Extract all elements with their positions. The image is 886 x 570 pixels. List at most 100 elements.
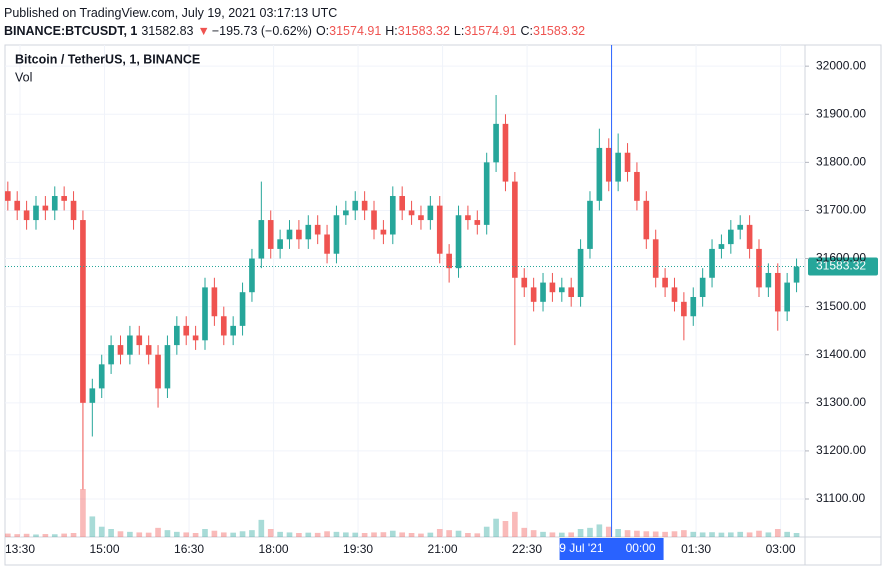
candle-body <box>192 335 199 341</box>
volume-bar <box>258 519 265 537</box>
volume-bar <box>568 532 575 537</box>
volume-bar <box>587 527 593 537</box>
candle-body <box>681 301 687 317</box>
candle-body <box>14 200 21 211</box>
candle-body <box>728 229 734 245</box>
y-tick-label: 32000.00 <box>816 58 866 72</box>
volume-bar <box>793 533 800 537</box>
candle-body <box>249 258 255 293</box>
last: 31582.83 <box>141 24 194 38</box>
ohlc-value: 31583.32 <box>397 24 450 38</box>
candle-body <box>136 335 143 346</box>
candle-body <box>737 224 744 230</box>
y-tick-label: 31500.00 <box>816 299 866 313</box>
candle-body <box>183 325 190 336</box>
candle-body <box>80 220 86 403</box>
candle-body <box>267 220 274 249</box>
volume-bar <box>230 532 236 537</box>
candle-body <box>98 364 105 389</box>
crosshair-box <box>559 538 664 560</box>
candle-body <box>155 354 161 389</box>
candle-body <box>512 181 518 278</box>
candle-body <box>624 152 631 172</box>
candle-body <box>61 196 67 201</box>
volume-bar <box>145 532 152 537</box>
candle-body <box>296 229 302 240</box>
candle-body <box>380 229 387 235</box>
volume-bar <box>183 532 190 537</box>
volume-bar <box>737 531 744 537</box>
candle-body <box>671 287 678 302</box>
candle-body <box>389 196 396 235</box>
candle-body <box>418 215 424 221</box>
x-tick-label: 15:00 <box>90 542 120 556</box>
candle-body <box>643 200 650 240</box>
candle-body <box>361 200 368 211</box>
published: Published on TradingView.com, July 19, 2… <box>4 6 338 20</box>
volume-bar <box>615 529 621 537</box>
volume-bar <box>249 530 255 537</box>
candle-body <box>230 325 236 336</box>
header: Published on TradingView.com, July 19, 2… <box>4 4 593 40</box>
volume-bar <box>709 532 715 537</box>
candle-body <box>23 210 30 221</box>
volume-bar <box>23 533 30 537</box>
volume-bar <box>389 530 396 537</box>
ohlc-label: H: <box>385 24 398 38</box>
volume-bar <box>136 532 143 537</box>
candle-body <box>70 200 77 221</box>
candle-body <box>549 282 556 293</box>
candle-body <box>605 147 612 182</box>
volume-bar <box>70 533 77 537</box>
candle-body <box>530 287 537 302</box>
volume-bar <box>596 524 603 537</box>
candle-body <box>33 205 39 221</box>
volume-bar <box>634 530 640 537</box>
volume-bar <box>192 533 199 537</box>
volume-bar <box>699 532 706 537</box>
candle-body <box>709 248 715 278</box>
candle-body <box>465 215 471 221</box>
volume-bar <box>512 511 518 537</box>
volume-bar <box>61 533 67 537</box>
candle-body <box>314 224 321 235</box>
crosshair-time: 00:00 <box>626 541 656 555</box>
volume-bar <box>652 531 659 537</box>
volume-bar <box>774 529 781 537</box>
volume-bar <box>305 532 312 537</box>
volume-bar <box>784 531 790 537</box>
last-price-box <box>808 257 878 276</box>
x-tick-label: 22:30 <box>512 542 542 556</box>
x-tick-label: 16:30 <box>174 542 204 556</box>
volume-bar <box>399 532 405 537</box>
candle-body <box>446 253 452 269</box>
candle-body <box>211 287 218 317</box>
volume-bar <box>267 529 274 537</box>
last-price-label: 31583.32 <box>816 259 866 273</box>
volume-bar <box>718 532 725 537</box>
volume-bar <box>42 534 49 537</box>
volume-bar <box>98 526 105 537</box>
volume-bar <box>352 532 359 537</box>
volume-bar <box>51 534 58 537</box>
candle-body <box>596 147 603 201</box>
candle-body <box>220 316 227 336</box>
candle-body <box>5 191 11 201</box>
candle-body <box>455 215 462 269</box>
candle-body <box>42 205 49 211</box>
volume-bar <box>211 530 218 537</box>
candle-body <box>436 205 443 254</box>
candle-body <box>568 287 575 298</box>
x-tick-label: 19:30 <box>343 542 373 556</box>
volume-bar <box>324 531 330 537</box>
x-tick-label: 03:00 <box>766 542 796 556</box>
y-tick-label: 31700.00 <box>816 203 866 217</box>
volume-bar <box>80 489 86 537</box>
candle-body <box>352 200 359 211</box>
candle-body <box>343 210 349 216</box>
candle-body <box>202 287 208 341</box>
candle-body <box>117 345 124 355</box>
candle-body <box>774 272 781 312</box>
candle-body <box>89 388 96 403</box>
